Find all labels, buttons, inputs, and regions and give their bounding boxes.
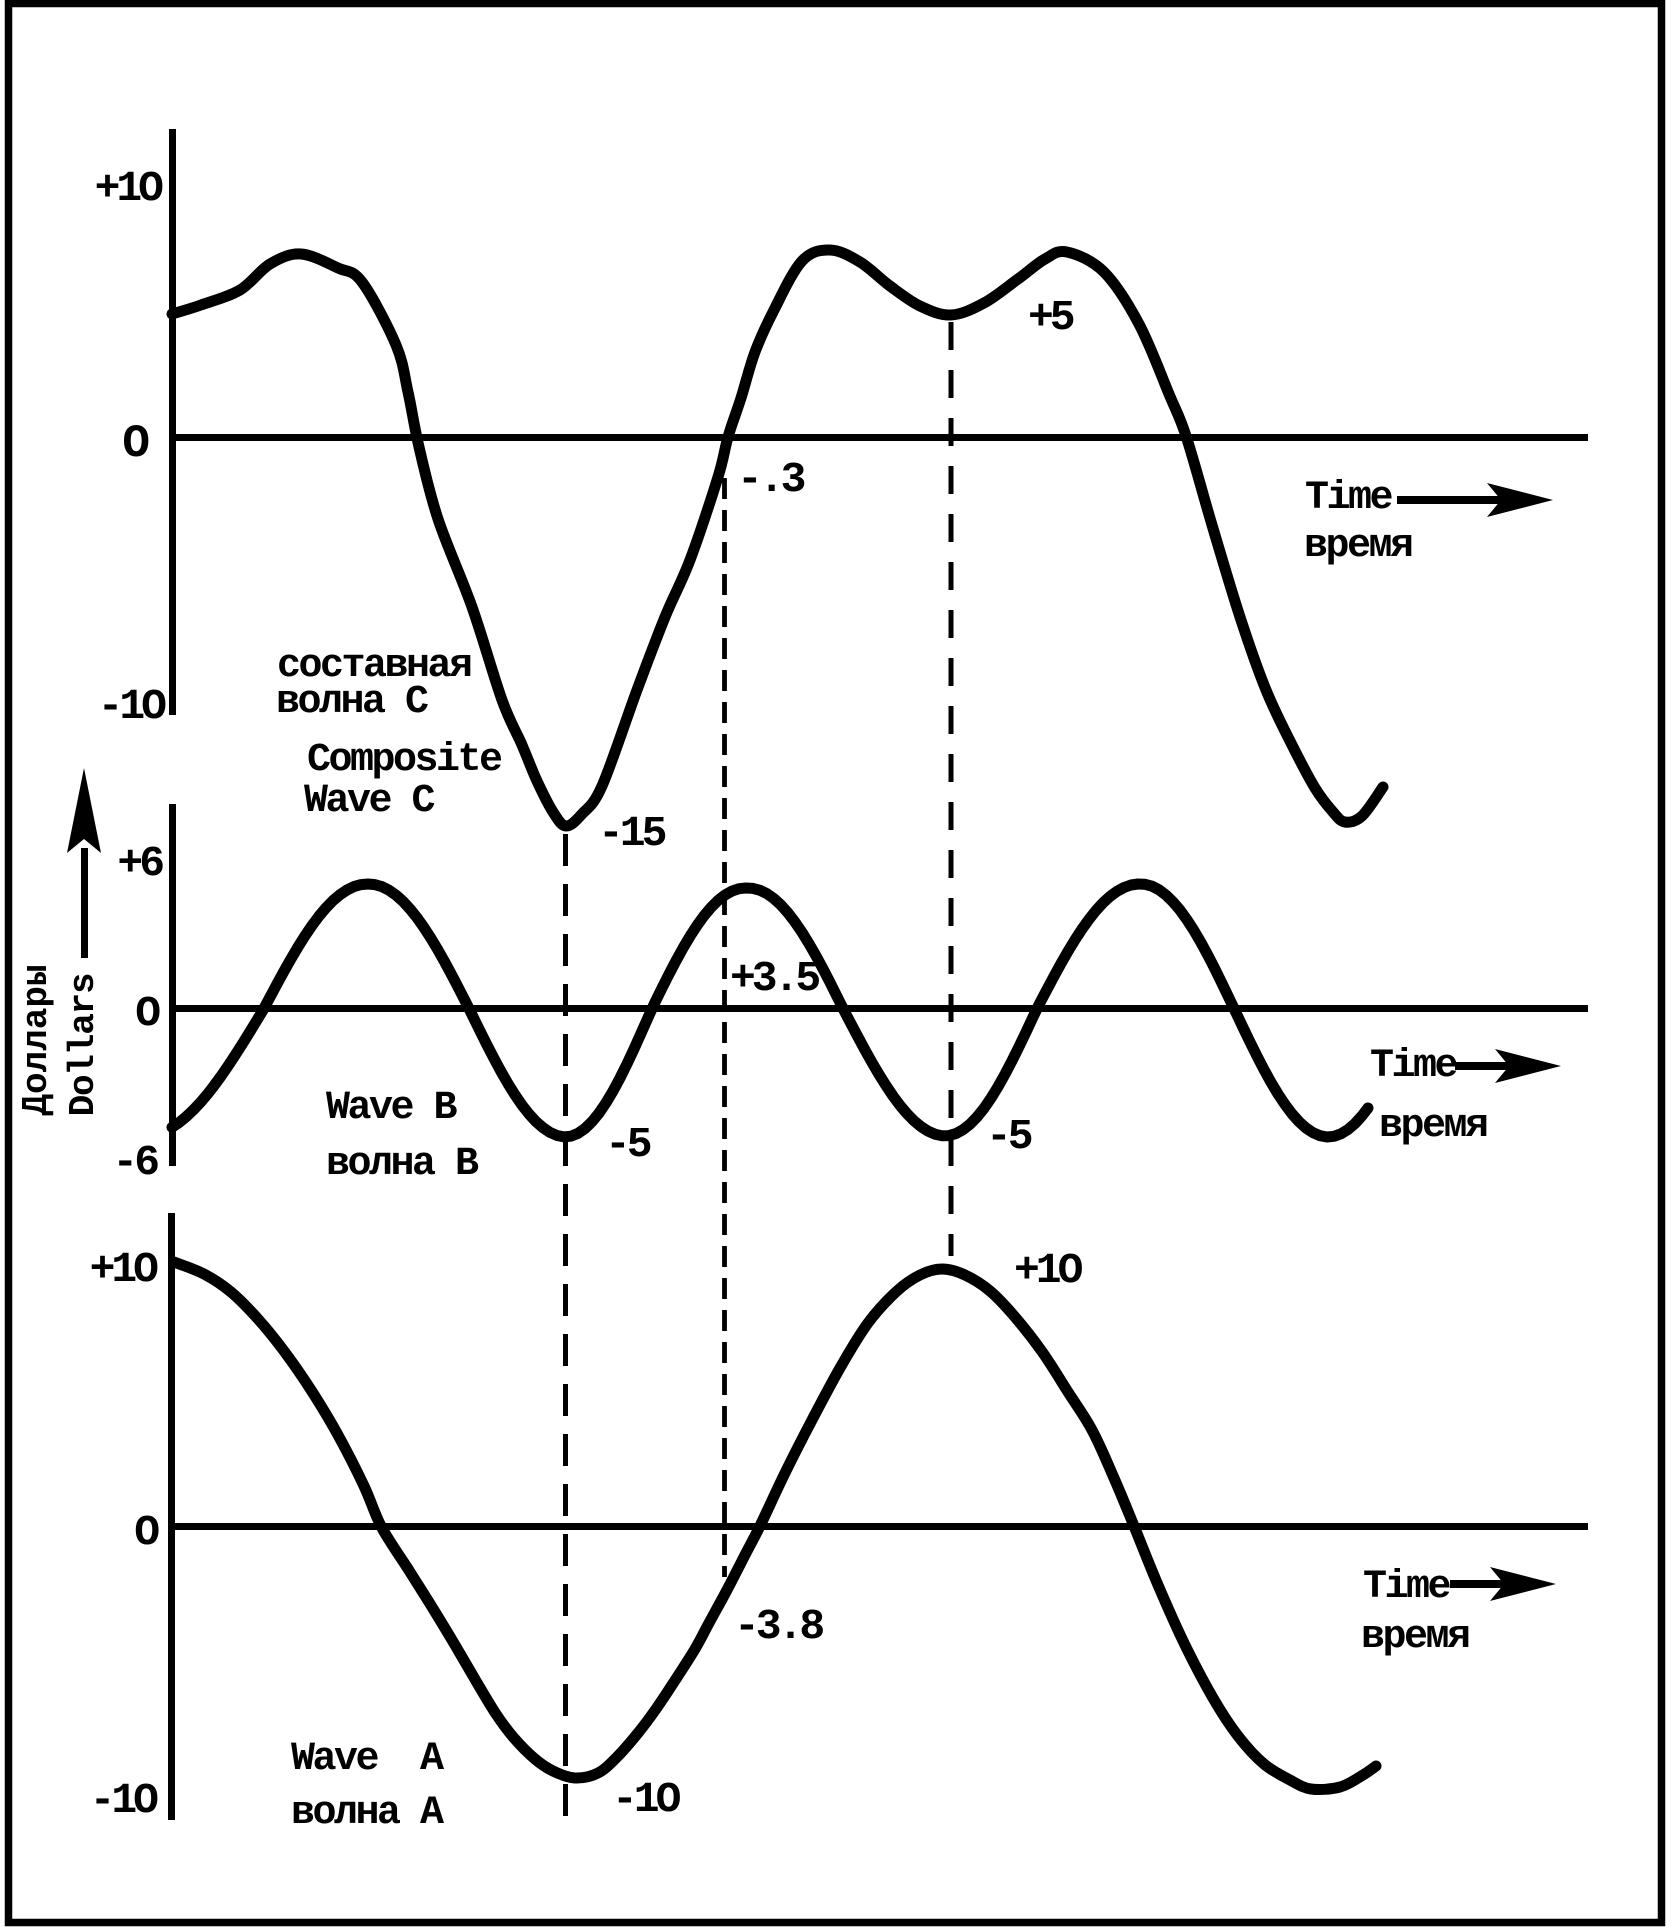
svg-text:-5: -5 <box>986 1112 1032 1161</box>
svg-text:-1O: -1O <box>98 682 167 731</box>
svg-text:O: O <box>122 418 148 470</box>
svg-text:+1O: +1O <box>95 164 164 213</box>
svg-text:+6: +6 <box>117 839 163 888</box>
svg-text:-1O: -1O <box>90 1776 159 1825</box>
svg-text:волна В: волна В <box>326 1142 479 1187</box>
svg-text:+3.5: +3.5 <box>730 954 819 1003</box>
svg-text:волна А: волна А <box>291 1791 444 1836</box>
svg-text:O: O <box>135 989 160 1038</box>
svg-text:время: время <box>1361 1615 1469 1660</box>
svg-text:-5: -5 <box>605 1120 651 1169</box>
svg-text:-6: -6 <box>112 1138 158 1187</box>
svg-text:составная: составная <box>277 644 471 689</box>
svg-text:время: время <box>1379 1104 1487 1149</box>
svg-text:Time: Time <box>1305 476 1393 521</box>
svg-text:время: время <box>1304 524 1412 569</box>
svg-text:-3.8: -3.8 <box>734 1602 823 1651</box>
svg-text:+1O: +1O <box>90 1245 159 1294</box>
svg-text:Dollars: Dollars <box>63 974 104 1117</box>
svg-text:Time: Time <box>1363 1565 1451 1610</box>
svg-text:-1O: -1O <box>612 1775 681 1824</box>
svg-text:волна С: волна С <box>276 680 428 725</box>
svg-text:-15: -15 <box>598 809 666 858</box>
svg-text:Time: Time <box>1370 1044 1458 1089</box>
svg-text:O: O <box>134 1508 159 1557</box>
svg-text:Wave C: Wave C <box>304 779 435 824</box>
svg-text:+1O: +1O <box>1014 1246 1083 1295</box>
svg-text:+5: +5 <box>1028 293 1074 342</box>
svg-text:Wave B: Wave B <box>326 1086 458 1131</box>
svg-text:Доллары: Доллары <box>16 964 57 1115</box>
svg-text:Composite: Composite <box>307 738 502 783</box>
svg-text:Wave A: Wave A <box>291 1737 444 1782</box>
svg-text:-.3: -.3 <box>737 455 805 504</box>
